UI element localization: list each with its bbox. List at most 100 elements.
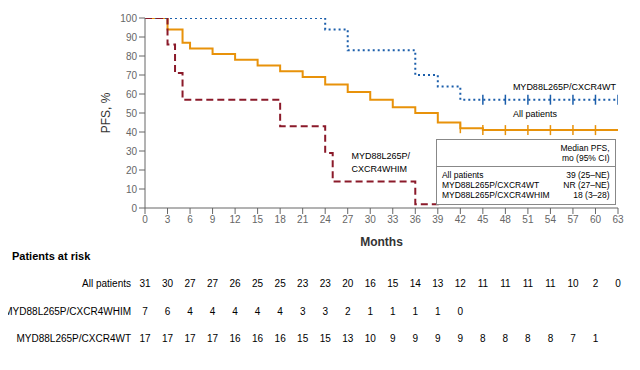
svg-text:30: 30 [162,278,174,289]
svg-text:6: 6 [187,214,193,225]
svg-text:1: 1 [413,306,419,317]
svg-text:15: 15 [387,278,399,289]
svg-text:21: 21 [297,214,309,225]
svg-text:1: 1 [390,306,396,317]
svg-text:10: 10 [126,184,138,195]
svg-text:54: 54 [545,214,557,225]
svg-text:9: 9 [210,214,216,225]
svg-text:Months: Months [360,235,403,248]
svg-text:1: 1 [367,306,373,317]
svg-text:All patients: All patients [82,278,131,289]
svg-text:20: 20 [126,165,138,176]
svg-text:20: 20 [342,278,354,289]
svg-text:16: 16 [252,333,264,344]
svg-text:33: 33 [387,214,399,225]
svg-text:9: 9 [458,333,464,344]
svg-text:MYD88L265P/CXCR4WT: MYD88L265P/CXCR4WT [17,333,131,344]
svg-text:2: 2 [345,306,351,317]
svg-text:4: 4 [232,306,238,317]
svg-text:39: 39 [432,214,444,225]
svg-text:0: 0 [131,203,137,214]
svg-text:50: 50 [126,108,138,119]
svg-text:60: 60 [590,214,602,225]
svg-text:51: 51 [522,214,534,225]
svg-text:27: 27 [184,278,196,289]
svg-text:30: 30 [365,214,377,225]
svg-text:10: 10 [365,333,377,344]
svg-text:17: 17 [162,333,174,344]
svg-text:8: 8 [480,333,486,344]
svg-text:12: 12 [455,278,467,289]
svg-text:1: 1 [593,333,599,344]
svg-text:15: 15 [297,333,309,344]
svg-text:7: 7 [570,333,576,344]
svg-text:11: 11 [478,278,489,289]
svg-text:31: 31 [139,278,151,289]
svg-text:24: 24 [320,214,332,225]
svg-text:4: 4 [255,306,261,317]
svg-text:100: 100 [120,13,137,24]
svg-text:4: 4 [187,306,193,317]
svg-text:36: 36 [410,214,422,225]
svg-text:57: 57 [567,214,579,225]
svg-text:42: 42 [455,214,467,225]
svg-text:70: 70 [126,70,138,81]
svg-text:13: 13 [432,278,444,289]
svg-text:3: 3 [300,306,306,317]
svg-text:11: 11 [500,278,511,289]
svg-text:17: 17 [184,333,196,344]
svg-text:3: 3 [165,214,171,225]
svg-text:16: 16 [230,333,242,344]
svg-text:15: 15 [252,214,264,225]
svg-text:26: 26 [230,278,242,289]
svg-text:23: 23 [297,278,309,289]
svg-text:1: 1 [435,306,441,317]
svg-text:0: 0 [142,214,148,225]
svg-text:3: 3 [322,306,328,317]
svg-text:8: 8 [525,333,531,344]
svg-text:9: 9 [390,333,396,344]
svg-text:9: 9 [435,333,441,344]
svg-text:45: 45 [477,214,489,225]
svg-text:16: 16 [275,333,287,344]
svg-text:27: 27 [342,214,354,225]
svg-text:60: 60 [126,89,138,100]
svg-text:40: 40 [126,127,138,138]
svg-text:4: 4 [277,306,283,317]
svg-text:6: 6 [165,306,171,317]
svg-text:63: 63 [612,214,624,225]
svg-text:MYD88L265P/CXCR4WHIM: MYD88L265P/CXCR4WHIM [8,306,131,317]
svg-text:30: 30 [126,146,138,157]
svg-text:8: 8 [503,333,509,344]
svg-text:80: 80 [126,51,138,62]
svg-text:All patients: All patients [513,109,558,119]
svg-text:7: 7 [142,306,148,317]
svg-text:4: 4 [210,306,216,317]
svg-text:MYD88L265P/: MYD88L265P/ [351,151,410,161]
svg-text:11: 11 [545,278,556,289]
svg-text:17: 17 [139,333,151,344]
svg-text:9: 9 [413,333,419,344]
svg-text:27: 27 [207,278,219,289]
svg-text:MYD88L265P/CXCR4WT: MYD88L265P/CXCR4WT [513,82,617,92]
svg-text:2: 2 [593,278,599,289]
svg-text:13: 13 [342,333,354,344]
svg-text:CXCR4WHIM: CXCR4WHIM [351,164,407,174]
svg-text:11: 11 [523,278,534,289]
svg-text:16: 16 [365,278,377,289]
svg-text:25: 25 [252,278,264,289]
svg-text:0: 0 [615,278,621,289]
svg-text:18: 18 [275,214,287,225]
svg-text:23: 23 [320,278,332,289]
svg-text:0: 0 [458,306,464,317]
svg-text:48: 48 [500,214,512,225]
svg-text:15: 15 [320,333,332,344]
svg-text:17: 17 [207,333,219,344]
svg-text:8: 8 [548,333,554,344]
svg-text:PFS, %: PFS, % [99,92,113,133]
svg-text:14: 14 [410,278,422,289]
svg-text:25: 25 [275,278,287,289]
svg-text:12: 12 [230,214,242,225]
svg-text:90: 90 [126,32,138,43]
svg-text:10: 10 [567,278,579,289]
